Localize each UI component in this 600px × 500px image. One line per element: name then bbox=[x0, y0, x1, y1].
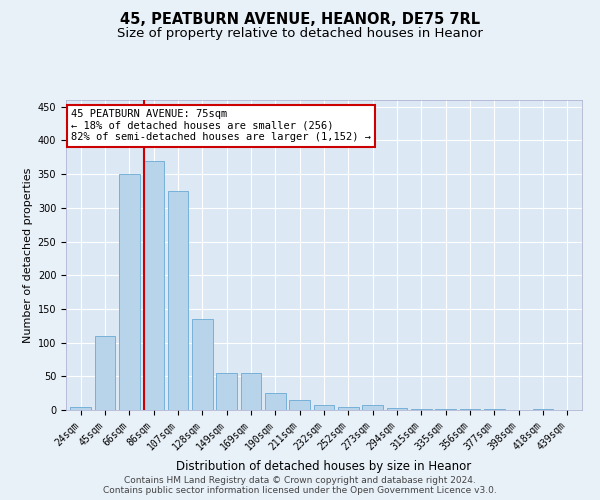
Bar bbox=[386, 408, 407, 410]
Bar bbox=[192, 319, 212, 410]
Bar bbox=[411, 408, 432, 410]
Bar bbox=[216, 373, 237, 410]
Bar bbox=[167, 191, 188, 410]
Bar bbox=[533, 408, 553, 410]
Bar bbox=[241, 373, 262, 410]
Bar bbox=[95, 336, 115, 410]
Text: 45, PEATBURN AVENUE, HEANOR, DE75 7RL: 45, PEATBURN AVENUE, HEANOR, DE75 7RL bbox=[120, 12, 480, 28]
Y-axis label: Number of detached properties: Number of detached properties bbox=[23, 168, 34, 342]
Bar bbox=[265, 393, 286, 410]
Text: Size of property relative to detached houses in Heanor: Size of property relative to detached ho… bbox=[117, 28, 483, 40]
Bar bbox=[314, 404, 334, 410]
Bar bbox=[362, 404, 383, 410]
Bar bbox=[119, 174, 140, 410]
X-axis label: Distribution of detached houses by size in Heanor: Distribution of detached houses by size … bbox=[176, 460, 472, 473]
Text: Contains HM Land Registry data © Crown copyright and database right 2024.
Contai: Contains HM Land Registry data © Crown c… bbox=[103, 476, 497, 495]
Text: 45 PEATBURN AVENUE: 75sqm
← 18% of detached houses are smaller (256)
82% of semi: 45 PEATBURN AVENUE: 75sqm ← 18% of detac… bbox=[71, 110, 371, 142]
Bar bbox=[143, 160, 164, 410]
Bar bbox=[70, 406, 91, 410]
Bar bbox=[436, 408, 456, 410]
Bar bbox=[289, 400, 310, 410]
Bar bbox=[338, 406, 359, 410]
